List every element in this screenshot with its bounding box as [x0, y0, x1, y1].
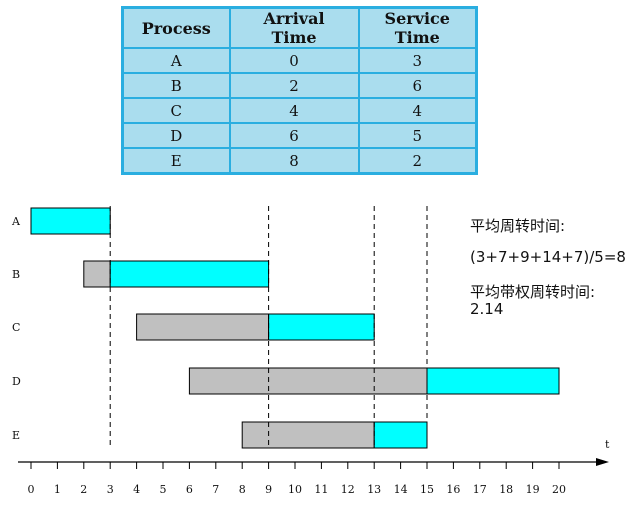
x-tick-label-18: 18 — [499, 483, 513, 496]
x-tick-label-16: 16 — [446, 483, 460, 496]
table-row: E 8 2 — [121, 147, 478, 175]
table-cell: C — [121, 97, 231, 124]
table-header-row: Process Arrival Time Service Time — [121, 6, 478, 49]
process-table: Process Arrival Time Service Time A 0 3 … — [121, 6, 478, 175]
x-tick-label-8: 8 — [239, 483, 246, 496]
x-tick-label-14: 14 — [394, 483, 408, 496]
x-axis-label: t — [605, 438, 610, 451]
x-tick-label-10: 10 — [288, 483, 302, 496]
x-tick-label-11: 11 — [314, 483, 328, 496]
table-cell: 6 — [228, 122, 360, 149]
x-tick-label-7: 7 — [212, 483, 219, 496]
table-cell: A — [121, 47, 231, 74]
avg-turnaround-value: (3+7+9+14+7)/5=8 — [470, 248, 625, 266]
table-cell: B — [121, 72, 231, 99]
x-tick-label-17: 17 — [473, 483, 487, 496]
table-cell: D — [121, 122, 231, 149]
x-tick-label-0: 0 — [28, 483, 35, 496]
column-header-process: Process — [121, 6, 231, 49]
row-label-a: A — [11, 215, 21, 228]
x-tick-label-19: 19 — [526, 483, 540, 496]
bar-waiting-d — [188, 367, 428, 395]
table-cell: 4 — [228, 97, 360, 124]
avg-turnaround-label: 平均周转时间: — [470, 217, 566, 235]
table-row: D 6 5 — [121, 122, 478, 149]
x-tick-label-9: 9 — [265, 483, 272, 496]
table-row: C 4 4 — [121, 97, 478, 124]
column-header-service-time: Service Time — [357, 6, 478, 49]
table-cell: 2 — [357, 147, 478, 175]
table-cell: 6 — [357, 72, 478, 99]
bar-running-e — [373, 421, 428, 449]
bar-running-a — [30, 207, 111, 235]
table-cell: 4 — [357, 97, 478, 124]
bar-waiting-e — [241, 421, 375, 449]
table-cell: 0 — [228, 47, 360, 74]
table-cell: E — [121, 147, 231, 175]
x-tick-label-1: 1 — [54, 483, 61, 496]
avg-weighted-turnaround-value: 2.14 — [470, 300, 504, 318]
x-tick-label-15: 15 — [420, 483, 434, 496]
table-cell: 2 — [228, 72, 360, 99]
x-tick-label-12: 12 — [341, 483, 355, 496]
x-tick-label-4: 4 — [133, 483, 140, 496]
bar-running-c — [268, 313, 375, 341]
avg-weighted-turnaround-label: 平均带权周转时间: — [470, 283, 596, 301]
x-axis-arrow — [596, 458, 609, 466]
bar-waiting-c — [136, 313, 270, 341]
row-label-d: D — [12, 375, 21, 388]
row-label-c: C — [12, 321, 20, 334]
x-tick-label-13: 13 — [367, 483, 381, 496]
x-tick-label-2: 2 — [80, 483, 87, 496]
x-tick-label-3: 3 — [107, 483, 114, 496]
x-tick-label-5: 5 — [160, 483, 167, 496]
row-label-b: B — [12, 268, 20, 281]
table-row: B 2 6 — [121, 72, 478, 99]
row-label-e: E — [12, 429, 20, 442]
bar-running-d — [426, 367, 560, 395]
table-row: A 0 3 — [121, 47, 478, 74]
table-cell: 8 — [228, 147, 360, 175]
x-tick-label-6: 6 — [186, 483, 193, 496]
table-cell: 3 — [357, 47, 478, 74]
x-tick-label-20: 20 — [552, 483, 566, 496]
bar-waiting-b — [83, 260, 111, 288]
table-cell: 5 — [357, 122, 478, 149]
bar-running-b — [109, 260, 270, 288]
column-header-arrival-time: Arrival Time — [228, 6, 360, 49]
